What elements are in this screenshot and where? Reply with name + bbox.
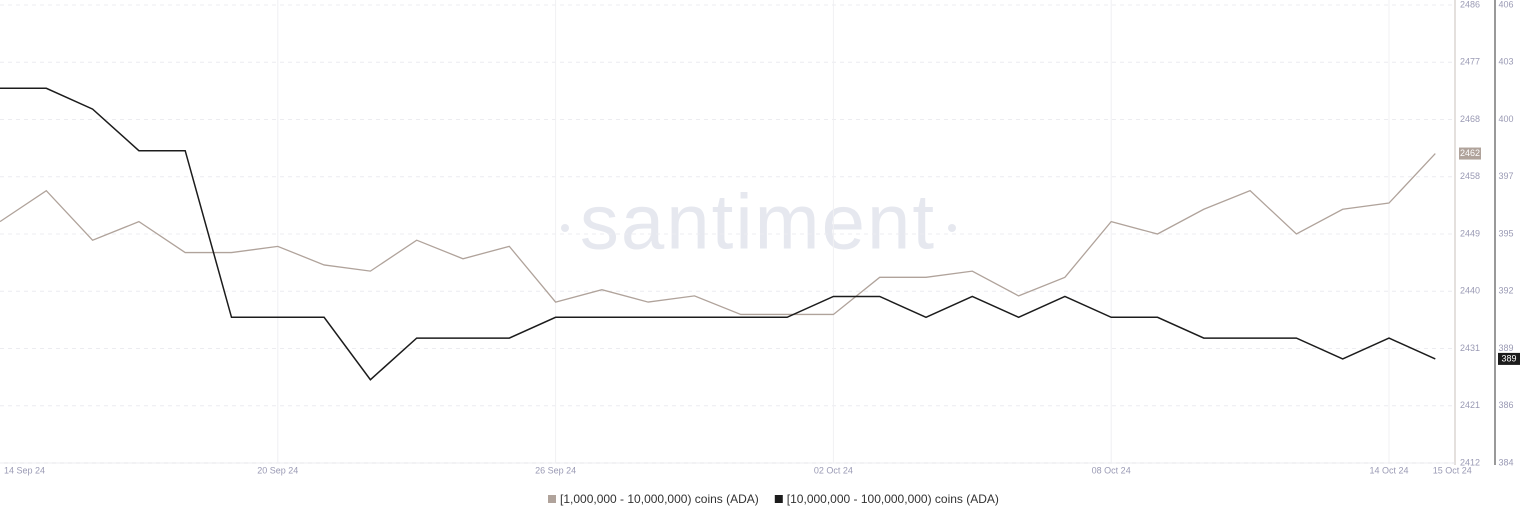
legend-swatch [774,495,783,503]
y-tick-label: 397 [1498,171,1513,181]
y-tick-label: 2449 [1460,228,1480,238]
x-tick-label: 14 Sep 24 [4,465,45,475]
y-tick-label: 2431 [1460,343,1480,353]
y-tick-label: 2421 [1460,400,1480,410]
watermark-dot [561,224,569,232]
x-tick-label: 14 Oct 24 [1369,465,1408,475]
last-value-badge [1498,352,1520,365]
y-tick-label: 389 [1498,343,1513,353]
legend-label: [1,000,000 - 10,000,000) coins (ADA) [560,492,759,506]
y-tick-label: 395 [1498,228,1513,238]
legend-label: [10,000,000 - 100,000,000) coins (ADA) [787,492,999,506]
watermark: santiment [580,178,936,266]
y-tick-label: 2468 [1460,114,1480,124]
x-tick-label: 20 Sep 24 [257,465,298,475]
y-tick-label: 392 [1498,286,1513,296]
x-tick-label: 26 Sep 24 [535,465,576,475]
x-tick-label: 08 Oct 24 [1092,465,1131,475]
watermark-dot [948,224,956,232]
y-tick-label: 2440 [1460,286,1480,296]
y-tick-label: 2412 [1460,457,1480,467]
series-line [0,153,1436,316]
last-value-label: 2462 [1460,148,1480,158]
y-tick-label: 2458 [1460,171,1480,181]
y-tick-label: 384 [1498,457,1513,467]
y-tick-label: 400 [1498,114,1513,124]
y-tick-label: 2477 [1460,57,1480,67]
x-tick-label: 15 Oct 24 [1433,465,1472,475]
last-value-badge [1459,147,1481,160]
x-tick-label: 02 Oct 24 [814,465,853,475]
y-tick-label: 2486 [1460,0,1480,9]
y-tick-label: 406 [1498,0,1513,9]
last-value-label: 389 [1501,353,1516,363]
legend-swatch [548,495,556,503]
y-tick-label: 386 [1498,400,1513,410]
y-tick-label: 403 [1498,57,1513,67]
series-line [0,87,1436,381]
